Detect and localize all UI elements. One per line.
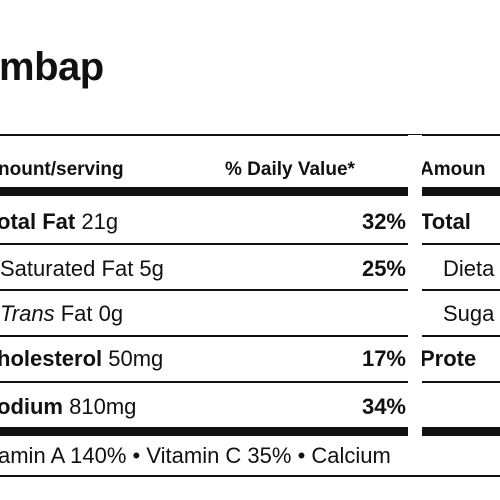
trans-fat-rest: Fat 0g: [54, 301, 124, 326]
right-total-label: Total: [420, 209, 471, 234]
panel-gap: [408, 135, 422, 480]
total-fat-name: otal Fat: [0, 209, 76, 234]
saturated-fat-percent: 25%: [361, 256, 406, 281]
right-dietary-label: Dieta: [443, 256, 495, 281]
trans-fat-italic: Trans: [0, 301, 55, 326]
divider-bottom: [0, 475, 500, 477]
divider-header-thick: [0, 187, 500, 196]
cholesterol-percent: 17%: [361, 346, 406, 371]
right-protein-label: Prote: [420, 346, 477, 371]
divider-row-2: [0, 289, 500, 291]
cholesterol-label: holesterol 50mg: [0, 348, 163, 370]
divider-row-3: [0, 335, 500, 337]
divider-top: [0, 134, 500, 136]
divider-vitamins-thick: [0, 427, 500, 436]
sodium-percent: 34%: [361, 394, 406, 419]
sodium-label: odium 810mg: [0, 396, 136, 418]
header-amount-per-serving: nount/serving: [0, 159, 124, 180]
total-fat-percent: 32%: [361, 209, 406, 234]
row-total-fat-label: otal Fat 21g: [0, 211, 118, 233]
recipe-title: mbap: [0, 45, 104, 89]
right-sugar-label: Suga: [443, 301, 495, 326]
cholesterol-name: holesterol: [0, 346, 103, 371]
header-amount-right: Amoun: [420, 159, 486, 180]
divider-row-1: [0, 243, 500, 245]
vitamins-line: amin A 140% • Vitamin C 35% • Calcium: [0, 443, 391, 468]
sodium-amount: 810mg: [63, 394, 137, 419]
cholesterol-amount: 50mg: [102, 346, 164, 371]
header-daily-value: % Daily Value*: [225, 159, 355, 180]
trans-fat-label: Trans Fat 0g: [0, 303, 123, 325]
saturated-fat-label: Saturated Fat 5g: [0, 256, 164, 281]
total-fat-amount: 21g: [75, 209, 119, 234]
divider-row-4: [0, 381, 500, 383]
sodium-name: odium: [0, 394, 63, 419]
